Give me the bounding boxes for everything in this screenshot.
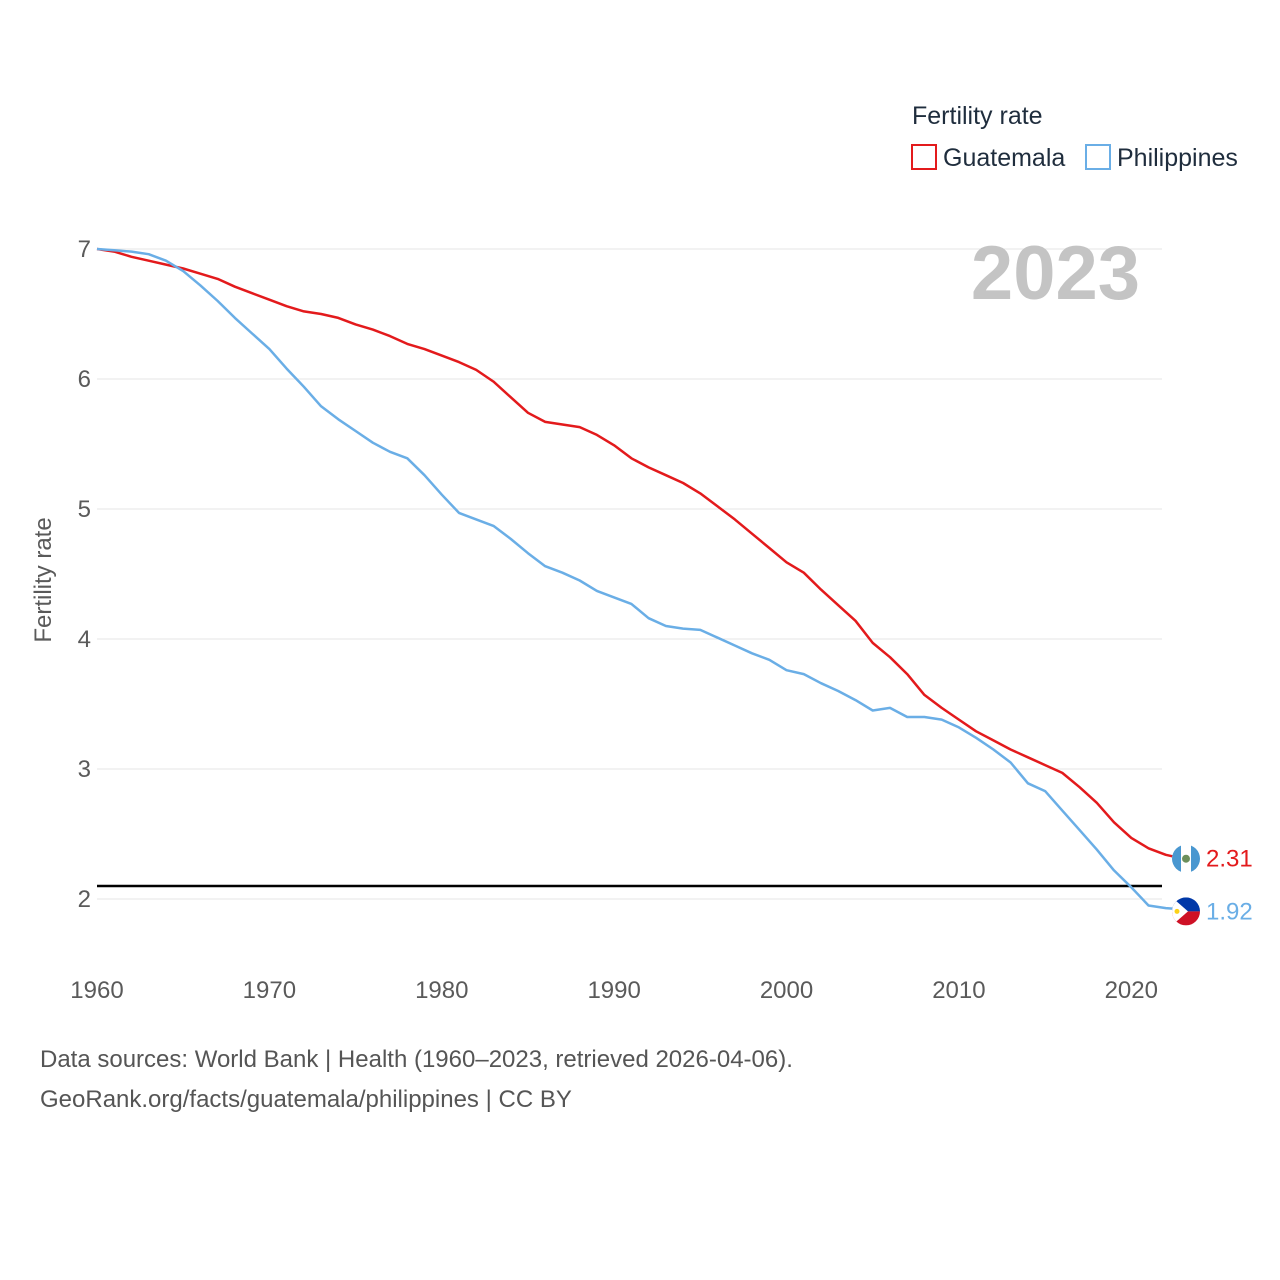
- legend-label-guatemala: Guatemala: [943, 144, 1065, 172]
- series-line-guatemala: [96, 247, 1184, 860]
- y-tick-label: 2: [78, 886, 91, 913]
- legend-title: Fertility rate: [912, 102, 1043, 130]
- guatemala-flag-icon: [1172, 844, 1200, 873]
- source-line: Data sources: World Bank | Health (1960–…: [40, 1046, 793, 1073]
- legend-swatch-philippines: [1085, 144, 1111, 170]
- legend: Fertility rate Guatemala Philippines: [911, 102, 1238, 172]
- x-tick-label: 2000: [760, 977, 813, 1004]
- y-tick-label: 4: [78, 626, 91, 653]
- y-tick-label: 3: [78, 756, 91, 783]
- series-group: [96, 247, 1184, 911]
- end-value-label-philippines: 1.92: [1206, 898, 1253, 925]
- x-tick-label: 2020: [1105, 977, 1158, 1004]
- source-url-line[interactable]: GeoRank.org/facts/guatemala/philippines …: [40, 1086, 572, 1113]
- x-tick-label: 1970: [243, 977, 296, 1004]
- x-tick-label: 2010: [932, 977, 985, 1004]
- series-line-philippines: [96, 247, 1184, 911]
- legend-swatch-guatemala: [911, 144, 937, 170]
- y-axis-ticks: 2 3 4 5 6 7: [78, 236, 91, 913]
- y-tick-label: 7: [78, 236, 91, 263]
- gridlines: [97, 248, 1162, 900]
- y-axis-label: Fertility rate: [30, 517, 57, 642]
- end-markers: 2.31 1.92: [1172, 844, 1253, 926]
- legend-item-philippines[interactable]: Philippines: [1085, 144, 1238, 172]
- legend-item-guatemala[interactable]: Guatemala: [911, 144, 1065, 172]
- y-tick-label: 6: [78, 366, 91, 393]
- legend-label-philippines: Philippines: [1117, 144, 1238, 172]
- philippines-flag-icon: [1172, 897, 1200, 926]
- y-tick-label: 5: [78, 496, 91, 523]
- x-tick-label: 1960: [70, 977, 123, 1004]
- x-tick-label: 1980: [415, 977, 468, 1004]
- x-axis-ticks: 1960 1970 1980 1990 2000 2010 2020: [70, 977, 1158, 1004]
- end-value-label-guatemala: 2.31: [1206, 846, 1253, 873]
- x-tick-label: 1990: [587, 977, 640, 1004]
- current-year-label: 2023: [971, 231, 1140, 316]
